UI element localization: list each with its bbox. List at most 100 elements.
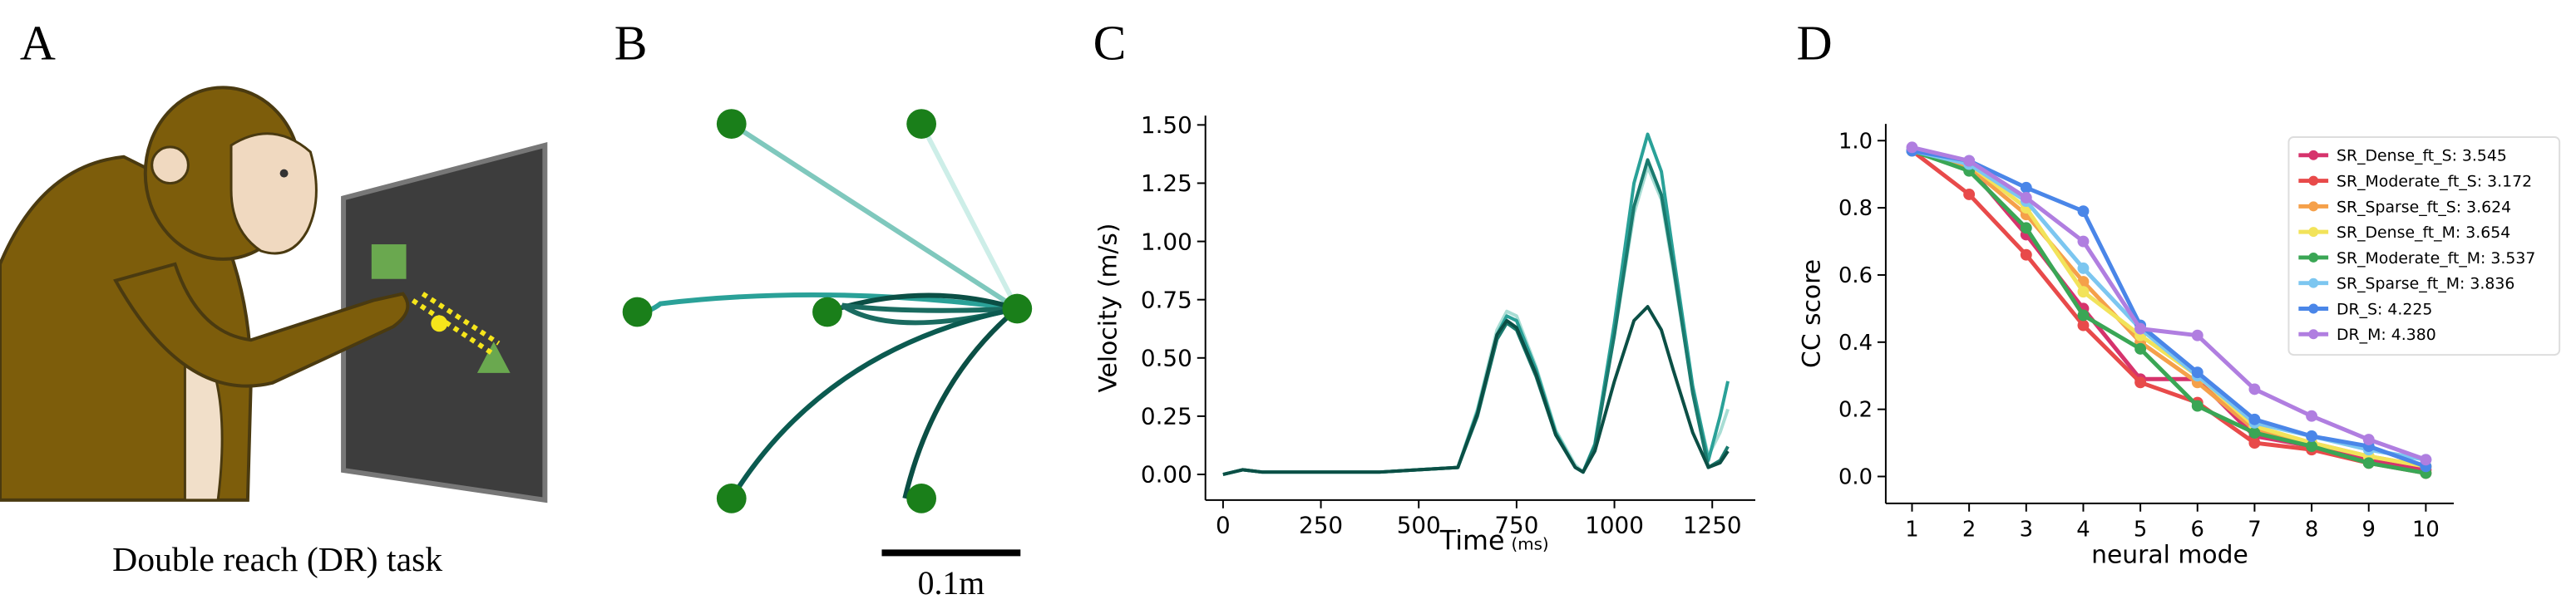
x-tick-label: 750: [1494, 512, 1538, 539]
data-point: [2191, 329, 2203, 341]
legend-marker: [2308, 227, 2319, 238]
target: [812, 297, 842, 327]
data-point: [2248, 426, 2261, 439]
trajectories: [637, 121, 1019, 500]
legend-label: SR_Moderate_ft_M: 3.537: [2337, 249, 2535, 268]
data-point: [2306, 410, 2318, 422]
legend-marker: [2308, 303, 2319, 314]
x-tick-label: 500: [1397, 512, 1441, 539]
data-point: [2248, 413, 2261, 425]
series-line: [1911, 148, 2426, 469]
y-tick-label: 0.6: [1838, 263, 1873, 288]
panel-letter: C: [1093, 16, 1127, 71]
data-point: [2077, 205, 2090, 218]
monkey-face: [229, 132, 318, 255]
x-tick-label: 8: [2305, 518, 2318, 543]
targets: [622, 109, 1033, 513]
x-axis-label: Time (ms): [1439, 526, 1549, 556]
target: [622, 297, 653, 327]
y-tick-label: 0.75: [1141, 286, 1192, 313]
x-axis-label-text: Time: [1439, 526, 1505, 556]
x-tick-label: 250: [1299, 512, 1343, 539]
data-point: [2134, 342, 2147, 355]
data-point: [2134, 376, 2147, 389]
caption: Double reach (DR) task: [112, 541, 442, 579]
trajectory: [841, 302, 1018, 326]
x-axis-label: neural mode: [2091, 540, 2248, 569]
trajectory: [730, 121, 1019, 311]
x-tick-label: 1250: [1683, 512, 1742, 539]
target: [716, 483, 747, 513]
legend-label: SR_Moderate_ft_S: 3.172: [2337, 173, 2532, 191]
x-tick-label: 1: [1905, 518, 1918, 543]
cursor: [431, 315, 448, 332]
scale-label: 0.1m: [918, 565, 985, 602]
legend-label: SR_Sparse_ft_S: 3.624: [2337, 198, 2511, 216]
target: [1002, 293, 1033, 324]
x-tick-label: 3: [2020, 518, 2033, 543]
legend-marker: [2308, 278, 2319, 288]
legend-label: DR_M: 4.380: [2337, 326, 2436, 344]
data-point: [2077, 319, 2090, 332]
x-tick-label: 7: [2248, 518, 2261, 543]
data-point: [1963, 155, 1976, 167]
legend-box: [2287, 135, 2561, 356]
y-tick-label: 0.8: [1838, 196, 1873, 221]
panel-letter: D: [1797, 16, 1833, 71]
panel-letter: A: [20, 16, 56, 71]
series-line: [1222, 305, 1730, 476]
data-point: [2020, 181, 2032, 194]
trajectory: [919, 122, 1019, 310]
y-tick-label: 1.25: [1141, 169, 1192, 197]
legend-label: SR_Dense_ft_M: 3.654: [2337, 223, 2510, 242]
data-point: [2020, 248, 2032, 261]
x-tick-label: 1000: [1585, 512, 1644, 539]
reach-path: [411, 298, 494, 356]
y-tick-label: 1.0: [1838, 129, 1873, 154]
legend-label: SR_Dense_ft_S: 3.545: [2337, 147, 2507, 165]
data-point: [2306, 440, 2318, 453]
y-axis-label: Velocity (m/s): [1093, 223, 1123, 393]
data-point: [2020, 222, 2032, 234]
x-tick-label: 10: [2412, 518, 2440, 543]
monkey-eye: [279, 169, 289, 178]
data-point: [1963, 188, 1976, 200]
series-line: [1911, 145, 2427, 462]
legend-marker: [2308, 175, 2319, 186]
target: [906, 483, 937, 513]
data-point: [2134, 322, 2147, 335]
trajectory: [729, 306, 1018, 500]
data-point: [2248, 383, 2261, 395]
data-point: [2020, 192, 2032, 204]
data-point: [1906, 141, 1918, 154]
x-tick-label: 5: [2134, 518, 2147, 543]
series-line: [1911, 149, 2426, 475]
monkey-ear: [151, 145, 190, 185]
data-point: [2191, 366, 2203, 379]
x-tick-label: 9: [2362, 518, 2376, 543]
target: [716, 109, 747, 139]
y-tick-label: 1.50: [1141, 111, 1192, 139]
data-point: [2420, 454, 2432, 466]
data-point: [2077, 235, 2090, 248]
data-point: [2362, 434, 2375, 445]
monkey-illustration: [0, 86, 548, 503]
legend-marker: [2308, 252, 2319, 263]
panel-letter: B: [614, 16, 648, 71]
x-tick-label: 0: [1216, 512, 1231, 539]
legend-marker: [2308, 201, 2319, 212]
x-axis-unit: (ms): [1512, 534, 1549, 553]
x-tick-label: 2: [1962, 518, 1976, 543]
target-square: [371, 244, 407, 279]
data-point: [2191, 400, 2203, 412]
data-point: [2077, 309, 2090, 322]
data-point: [2362, 457, 2375, 469]
data-point: [2077, 286, 2090, 298]
x-tick-label: 4: [2076, 518, 2090, 543]
legend-label: SR_Sparse_ft_M: 3.836: [2337, 275, 2514, 293]
trajectory: [902, 307, 1019, 499]
y-tick-label: 0.2: [1838, 398, 1873, 423]
legend-label: DR_S: 4.225: [2337, 300, 2432, 318]
series-line: [1912, 148, 2427, 469]
y-tick-label: 0.0: [1838, 465, 1873, 490]
